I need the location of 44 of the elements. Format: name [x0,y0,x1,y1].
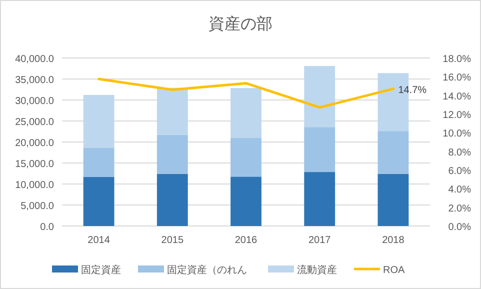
y-tick-label: 0.0 [40,222,54,233]
bar [230,176,262,226]
y-tick-label: 5,000.0 [20,201,54,212]
y-tick-label: 10,000.0 [15,180,54,191]
bar [378,174,409,226]
y2-tick-label: 18.0% [442,54,472,65]
x-tick-label: 2014 [88,235,110,246]
x-tick-label: 2017 [308,235,332,246]
y-tick-label: 15,000.0 [15,159,54,170]
x-tick-label: 2015 [161,235,184,246]
bar [83,148,114,177]
data-label: 14.7% [398,84,427,96]
bar [156,134,188,174]
bar [304,172,336,226]
y-tick-label: 40,000.0 [15,54,54,65]
bar [230,88,262,138]
y2-tick-label: 16.0% [442,72,472,84]
y2-tick-label: 4.0% [448,184,472,196]
legend-label: 固定資産（のれん [167,264,247,276]
y2-tick-label: 14.0% [442,91,472,102]
y-tick-label: 20,000.0 [15,138,54,149]
y2-tick-label: 0.0% [448,222,472,233]
x-tick-label: 2016 [234,235,258,246]
chart-title: 資産の部 [208,15,272,33]
y-tick-label: 25,000.0 [15,117,54,128]
legend-label: 固定資産 [81,264,121,276]
legend-label: ROA [383,265,405,276]
legend-label: 流動資産 [297,264,337,276]
bar [83,176,114,226]
y-tick-label: 35,000.0 [15,75,54,86]
y2-tick-label: 2.0% [448,203,472,214]
y2-tick-label: 10.0% [442,128,472,140]
x-tick-label: 2018 [382,235,405,246]
y2-tick-label: 6.0% [448,166,472,177]
bar [156,88,188,135]
bar [304,127,336,172]
bar [304,66,336,128]
bar [378,131,409,174]
y2-tick-label: 12.0% [442,110,472,121]
y-tick-label: 30,000.0 [15,96,54,107]
y2-tick-label: 8.0% [448,147,472,158]
bar [156,174,188,226]
bar [83,94,114,148]
bar [230,138,262,177]
